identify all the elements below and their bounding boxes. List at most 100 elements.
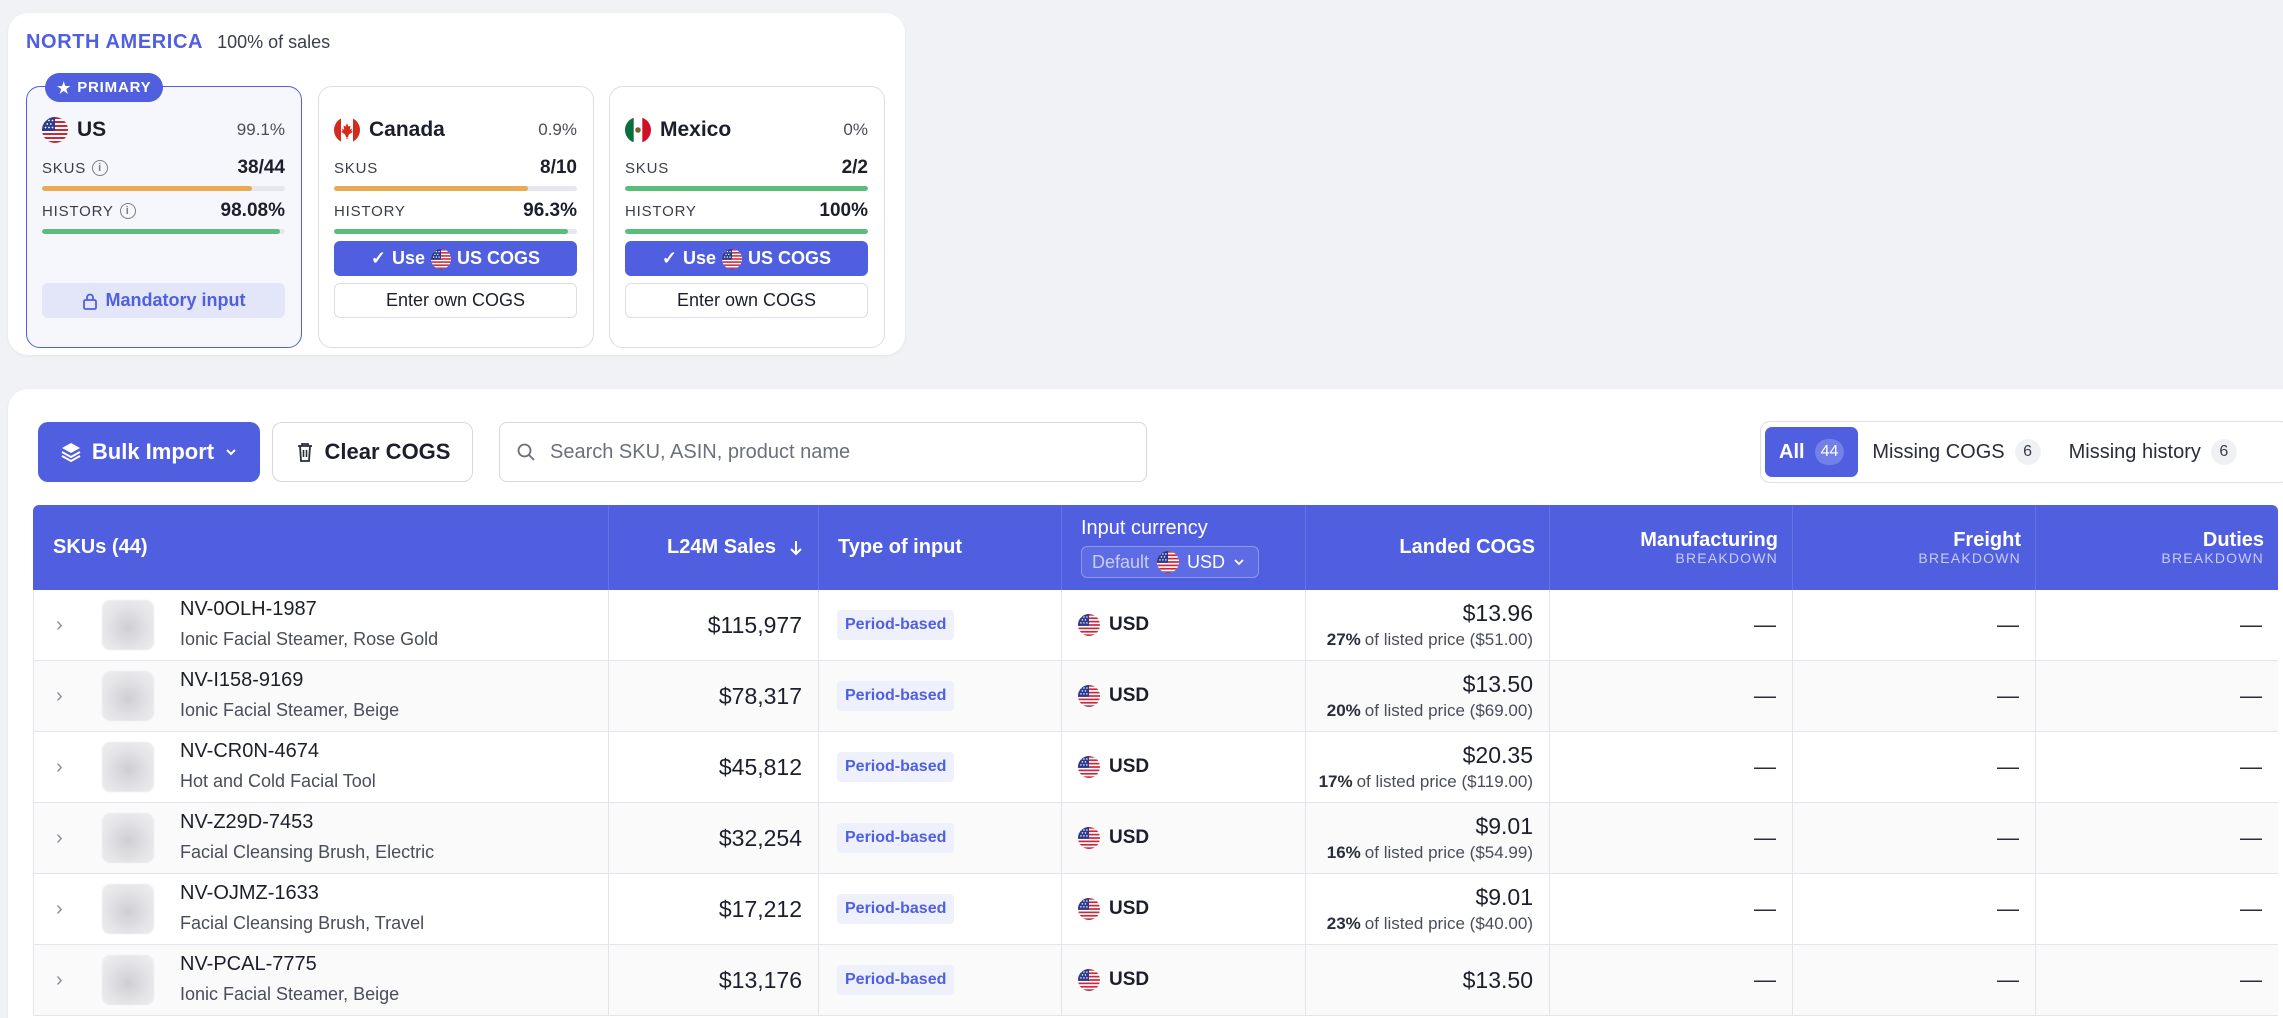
mandatory-input-button: Mandatory input — [42, 283, 285, 318]
info-icon[interactable]: i — [119, 203, 136, 219]
use-us-cogs-button[interactable]: ✓ Use US COGS — [625, 241, 868, 276]
manufacturing-cell[interactable]: — — [1550, 661, 1793, 731]
freight-cell[interactable]: — — [1793, 803, 2036, 873]
type-badge[interactable]: Period-based — [837, 752, 955, 782]
landed-cogs-cell[interactable]: $13.50 20% of listed price ($69.00) — [1306, 661, 1550, 731]
chevron-right-icon[interactable]: › — [56, 756, 63, 778]
use-us-cogs-button[interactable]: ✓ Use US COGS — [334, 241, 577, 276]
filter-missing-history[interactable]: Missing history 6 — [2055, 427, 2251, 477]
currency-cell[interactable]: USD — [1062, 590, 1306, 660]
type-badge[interactable]: Period-based — [837, 681, 955, 711]
currency-cell[interactable]: USD — [1062, 661, 1306, 731]
type-badge[interactable]: Period-based — [837, 894, 955, 924]
type-badge[interactable]: Period-based — [837, 610, 955, 640]
freight-cell[interactable]: — — [1793, 732, 2036, 802]
col-type[interactable]: Type of input — [819, 505, 1062, 590]
freight-cell[interactable]: — — [1793, 590, 2036, 660]
product-thumbnail — [102, 671, 154, 721]
col-sales[interactable]: L24M Sales — [609, 505, 819, 590]
us-flag-icon — [1078, 827, 1100, 849]
landed-cogs-cell[interactable]: $9.01 16% of listed price ($54.99) — [1306, 803, 1550, 873]
sku-id: NV-PCAL-7775 — [180, 953, 317, 975]
freight-cell[interactable]: — — [1793, 945, 2036, 1015]
search-input[interactable] — [550, 440, 1130, 464]
currency-cell[interactable]: USD — [1062, 945, 1306, 1015]
history-stat: HISTORY i 98.08% — [42, 200, 285, 221]
history-progress-bar — [42, 229, 285, 234]
skus-stat: SKUS i 38/44 — [42, 157, 285, 178]
table-row[interactable]: › NV-OJMZ-1633 Facial Cleansing Brush, T… — [33, 874, 2278, 945]
clear-cogs-button[interactable]: Clear COGS — [272, 422, 473, 482]
manufacturing-cell[interactable]: — — [1550, 803, 1793, 873]
filter-all[interactable]: All 44 — [1765, 427, 1859, 477]
product-thumbnail — [102, 813, 154, 863]
currency-cell[interactable]: USD — [1062, 803, 1306, 873]
manufacturing-cell[interactable]: — — [1550, 590, 1793, 660]
layers-icon — [61, 443, 81, 463]
col-landed-cogs[interactable]: Landed COGS — [1306, 505, 1550, 590]
col-manufacturing[interactable]: Manufacturing BREAKDOWN — [1550, 505, 1793, 590]
us-flag-icon — [1078, 969, 1100, 991]
manufacturing-cell[interactable]: — — [1550, 732, 1793, 802]
currency-cell[interactable]: USD — [1062, 732, 1306, 802]
landed-cogs-cell[interactable]: $13.96 27% of listed price ($51.00) — [1306, 590, 1550, 660]
col-skus[interactable]: SKUs (44) — [33, 505, 609, 590]
table-row[interactable]: › NV-0OLH-1987 Ionic Facial Steamer, Ros… — [33, 590, 2278, 661]
market-name: Mexico — [660, 118, 732, 141]
search-box[interactable] — [499, 422, 1147, 482]
bulk-import-button[interactable]: Bulk Import — [38, 422, 260, 482]
col-duties[interactable]: Duties BREAKDOWN — [2161, 528, 2264, 566]
cogs-amount: $9.01 — [1475, 813, 1533, 839]
type-badge[interactable]: Period-based — [837, 965, 955, 995]
chevron-right-icon[interactable]: › — [56, 614, 63, 636]
freight-cell[interactable]: — — [1793, 874, 2036, 944]
region-card: NORTH AMERICA 100% of sales ★ PRIMARY US… — [8, 13, 905, 355]
market-card-mexico[interactable]: Mexico 0% SKUS 2/2 HISTORY 100% ✓ Use US… — [609, 86, 885, 348]
enter-own-cogs-button[interactable]: Enter own COGS — [334, 283, 577, 318]
filter-tabs: All 44 Missing COGS 6 Missing history 6 — [1760, 421, 2283, 483]
table-row[interactable]: › NV-Z29D-7453 Facial Cleansing Brush, E… — [33, 803, 2278, 874]
market-share: 0.9% — [538, 120, 577, 139]
enter-own-cogs-button[interactable]: Enter own COGS — [625, 283, 868, 318]
duties-cell[interactable]: — — [2240, 754, 2262, 779]
chevron-right-icon[interactable]: › — [56, 685, 63, 707]
sales-cell: $17,212 — [609, 874, 819, 944]
chevron-right-icon[interactable]: › — [56, 827, 63, 849]
duties-cell[interactable]: — — [2240, 825, 2262, 850]
col-freight[interactable]: Freight BREAKDOWN — [1793, 505, 2036, 590]
duties-cell[interactable]: — — [2240, 612, 2262, 637]
currency-select[interactable]: Default USD — [1081, 546, 1259, 578]
market-card-canada[interactable]: Canada 0.9% SKUS 8/10 HISTORY 96.3% ✓ Us… — [318, 86, 594, 348]
chevron-down-icon — [1234, 559, 1244, 566]
duties-cell[interactable]: — — [2240, 896, 2262, 921]
product-name: Ionic Facial Steamer, Beige — [180, 984, 400, 1004]
cogs-percent-of-listed: 17% of listed price ($119.00) — [1318, 772, 1533, 791]
cogs-percent-of-listed: 20% of listed price ($69.00) — [1326, 701, 1533, 720]
type-badge[interactable]: Period-based — [837, 823, 955, 853]
table-row[interactable]: › NV-I158-9169 Ionic Facial Steamer, Bei… — [33, 661, 2278, 732]
chevron-right-icon[interactable]: › — [56, 969, 63, 991]
filter-missing-cogs[interactable]: Missing COGS 6 — [1858, 427, 2054, 477]
manufacturing-cell[interactable]: — — [1550, 945, 1793, 1015]
canada-flag-icon — [334, 117, 360, 143]
star-icon: ★ — [57, 79, 72, 97]
landed-cogs-cell[interactable]: $9.01 23% of listed price ($40.00) — [1306, 874, 1550, 944]
freight-cell[interactable]: — — [1793, 661, 2036, 731]
sku-cell: › NV-Z29D-7453 Facial Cleansing Brush, E… — [34, 803, 609, 873]
landed-cogs-cell[interactable]: $20.35 17% of listed price ($119.00) — [1306, 732, 1550, 802]
info-icon[interactable]: i — [92, 160, 109, 176]
manufacturing-cell[interactable]: — — [1550, 874, 1793, 944]
market-card-us[interactable]: ★ PRIMARY US 99.1% SKUS i 38/44 HISTORY i … — [26, 73, 302, 348]
trash-icon — [297, 443, 312, 462]
product-name: Ionic Facial Steamer, Rose Gold — [180, 629, 439, 649]
chevron-right-icon[interactable]: › — [56, 898, 63, 920]
landed-cogs-cell[interactable]: $13.50 — [1306, 945, 1550, 1015]
duties-cell[interactable]: — — [2240, 683, 2262, 708]
sku-cell: › NV-PCAL-7775 Ionic Facial Steamer, Bei… — [34, 945, 609, 1015]
history-stat: HISTORY 100% — [625, 200, 868, 221]
duties-cell[interactable]: — — [2240, 967, 2262, 992]
market-name: Canada — [369, 118, 445, 141]
table-row[interactable]: › NV-PCAL-7775 Ionic Facial Steamer, Bei… — [33, 945, 2278, 1016]
currency-cell[interactable]: USD — [1062, 874, 1306, 944]
table-row[interactable]: › NV-CR0N-4674 Hot and Cold Facial Tool … — [33, 732, 2278, 803]
